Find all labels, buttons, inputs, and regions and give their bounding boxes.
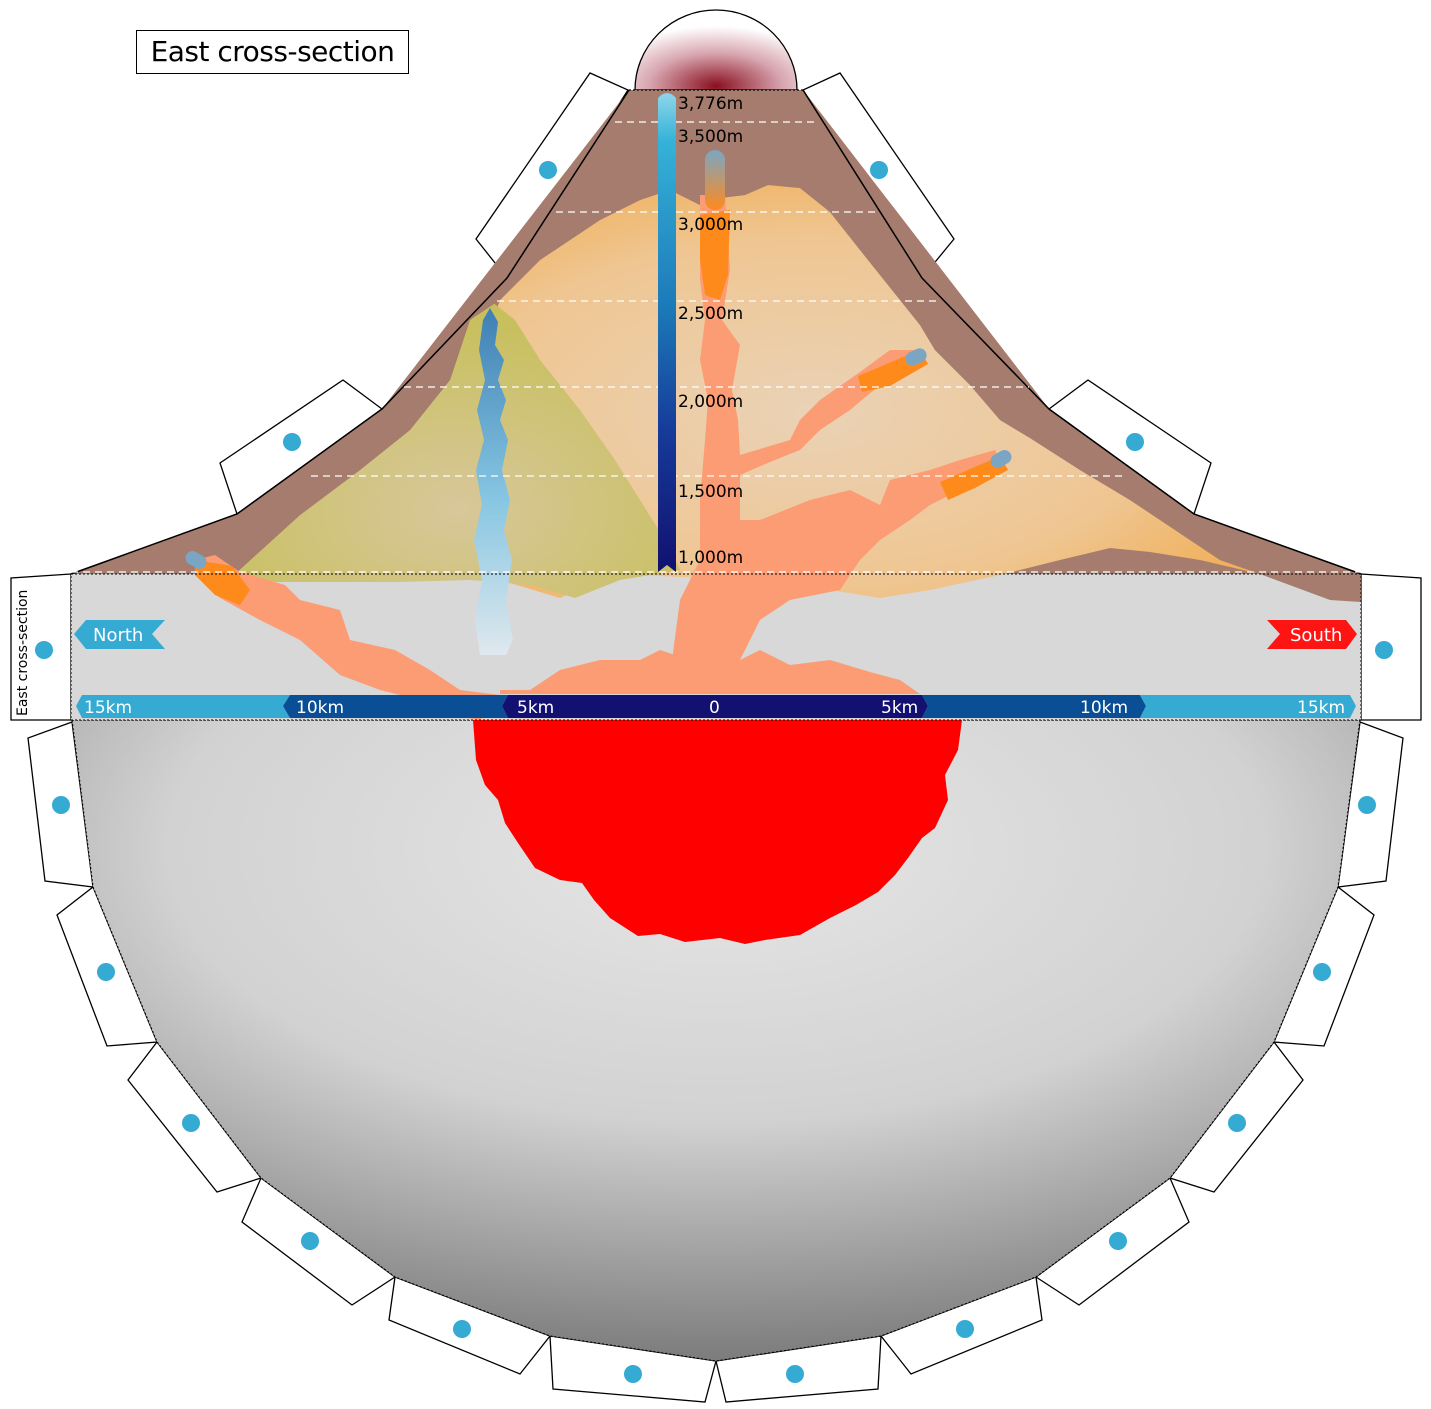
- scale-segment-light: [76, 695, 290, 718]
- page-title: East cross-section: [136, 30, 409, 74]
- altitude-lines: [71, 121, 1361, 573]
- altitude-labels: 3,776m 3,500m 3,000m 2,500m 2,000m 1,500…: [678, 94, 743, 568]
- distance-scale: 15km 10km 5km 0 5km 10km 15km: [76, 695, 1356, 718]
- altitude-scale-bar: [658, 93, 676, 572]
- glue-dot: [1358, 796, 1376, 814]
- summit-crater-cap: [634, 9, 798, 91]
- side-label: East cross-section: [15, 590, 31, 716]
- distance-label: 5km: [881, 698, 918, 718]
- fold-line-right: [802, 89, 1362, 575]
- glue-dot: [182, 1114, 200, 1132]
- distance-label: 5km: [517, 698, 554, 718]
- glue-dot: [786, 1365, 804, 1383]
- magma-chamber: [473, 720, 962, 944]
- altitude-label: 3,000m: [678, 215, 743, 235]
- glue-dots: [35, 161, 1393, 1383]
- conduit-tip: [705, 150, 725, 210]
- glue-dot: [539, 161, 557, 179]
- glue-dot: [1375, 641, 1393, 659]
- scale-segment-light: [1140, 695, 1356, 718]
- distance-label: 15km: [1297, 698, 1345, 718]
- glue-dot: [97, 963, 115, 981]
- glue-dot: [453, 1320, 471, 1338]
- north-marker: [74, 620, 165, 649]
- distance-label: 0: [709, 698, 720, 718]
- bright-conduit-top: [700, 210, 730, 300]
- glue-dot: [1313, 963, 1331, 981]
- fold-line-left: [70, 89, 630, 575]
- altitude-label: 1,500m: [678, 482, 743, 502]
- altitude-label: 2,000m: [678, 392, 743, 412]
- south-marker: [1267, 620, 1357, 649]
- north-label: North: [93, 625, 143, 646]
- distance-label: 10km: [296, 698, 344, 718]
- distance-label: 15km: [84, 698, 132, 718]
- groundwater-channel: [474, 308, 513, 655]
- glue-dot: [52, 796, 70, 814]
- glue-dot: [301, 1232, 319, 1250]
- shallow-magma-reservoir: [500, 650, 920, 694]
- magma-conduits: [185, 150, 1012, 720]
- glue-dot: [283, 433, 301, 451]
- north-flank-dike: [195, 555, 500, 720]
- bright-branch-lower: [940, 456, 1008, 500]
- south-label: South: [1290, 625, 1342, 646]
- dike-tip: [185, 551, 207, 569]
- scale-segment-dark: [502, 695, 928, 718]
- glue-dot: [35, 641, 53, 659]
- crust-band-left: [210, 90, 670, 574]
- glue-dot: [1228, 1114, 1246, 1132]
- underground-hemisphere: [71, 719, 1361, 1362]
- old-cone: [235, 302, 680, 598]
- glue-dot: [624, 1365, 642, 1383]
- glue-dot: [870, 161, 888, 179]
- north-flank-dike-bright: [195, 560, 250, 605]
- altitude-label: 3,776m: [678, 94, 743, 114]
- crust-band-right: [629, 90, 1361, 602]
- glue-dot: [1109, 1232, 1127, 1250]
- altitude-label: 3,500m: [678, 127, 743, 147]
- section-panel-outline: [70, 573, 1362, 721]
- altitude-label: 1,000m: [678, 548, 743, 568]
- altitude-label: 2,500m: [678, 304, 743, 324]
- glue-dot: [1126, 433, 1144, 451]
- main-conduit: [672, 195, 1005, 690]
- distance-label: 10km: [1080, 698, 1128, 718]
- glue-dot: [956, 1320, 974, 1338]
- branch-tip: [990, 450, 1012, 468]
- scale-segment-mid: [283, 695, 508, 718]
- branch-tip: [905, 348, 927, 366]
- scale-segment-mid: [922, 695, 1146, 718]
